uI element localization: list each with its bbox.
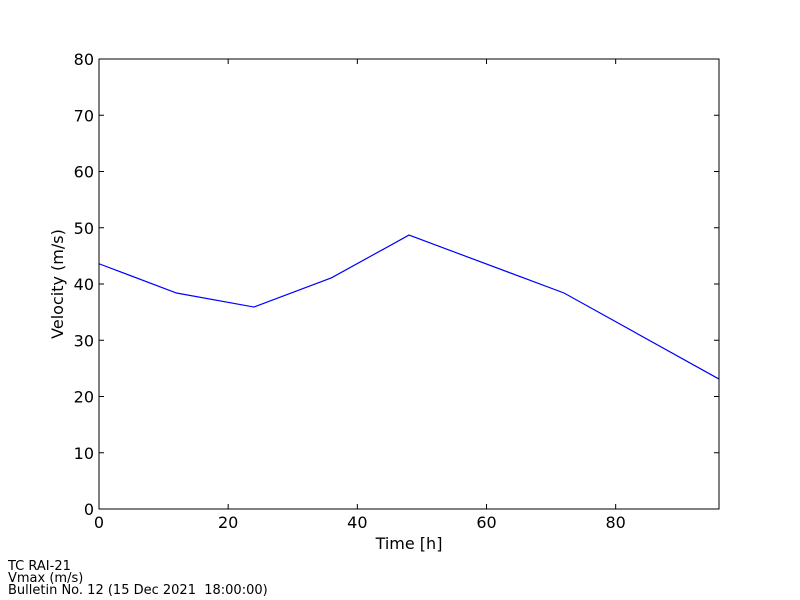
x-tick-label: 20: [218, 513, 238, 532]
y-tick-label: 20: [74, 388, 94, 407]
y-tick-label: 40: [74, 275, 94, 294]
y-tick-label: 60: [74, 163, 94, 182]
data-line: [98, 234, 720, 380]
footer-line: TC RAI-21: [7, 559, 71, 574]
y-tick-label: 0: [84, 500, 94, 519]
y-tick-label: 30: [74, 331, 94, 350]
x-tick-label: 60: [476, 513, 496, 532]
x-tick-label: 0: [94, 513, 104, 532]
y-tick-label: 70: [74, 106, 94, 125]
y-tick-label: 80: [74, 50, 94, 69]
y-axis-label: Velocity (m/s): [48, 229, 67, 339]
x-tick-label: 80: [605, 513, 625, 532]
x-axis-label: Time [h]: [375, 534, 443, 553]
footer-line: Bulletin No. 12 (15 Dec 2021 18:00:00): [8, 583, 268, 598]
footer-line: Vmax (m/s): [8, 571, 83, 586]
y-tick-label: 50: [74, 219, 94, 238]
y-tick-label: 10: [74, 444, 94, 463]
x-tick-label: 40: [347, 513, 367, 532]
